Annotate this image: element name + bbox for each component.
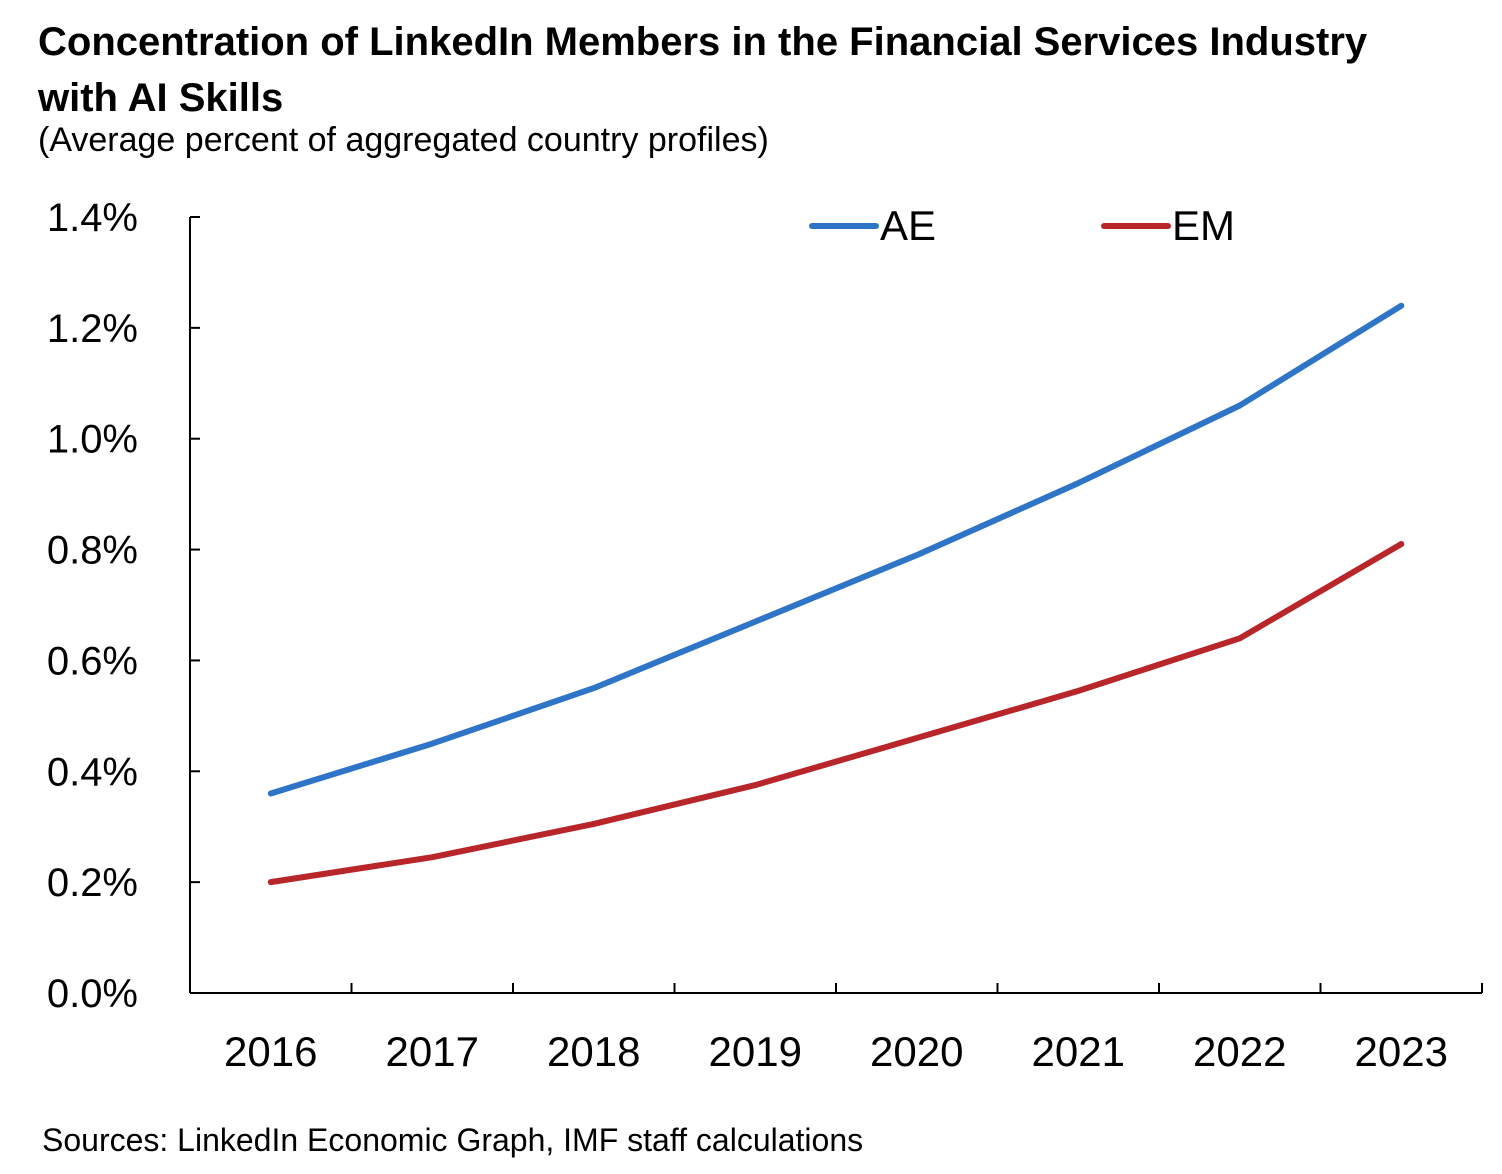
x-tick-label: 2023 (1355, 1028, 1448, 1075)
series-line-ae (267, 302, 1405, 797)
y-tick-label: 0.4% (47, 750, 138, 794)
y-tick-label: 1.0% (47, 418, 138, 462)
source-note: Sources: LinkedIn Economic Graph, IMF st… (42, 1122, 864, 1158)
x-tick-label: 2017 (386, 1028, 479, 1075)
chart-axes: 0.0% 0.2% 0.4% 0.6% 0.8% 1.0% 1.2% 1.4% 2016 2017… (47, 196, 1483, 1075)
chart-legend: AE EM (809, 202, 1235, 249)
chart-subtitle: (Average percent of aggregated country p… (38, 121, 769, 159)
series-line-em (267, 541, 1405, 886)
y-tick-label: 0.8% (47, 529, 138, 573)
x-tick-label: 2022 (1193, 1028, 1286, 1075)
y-tick-label: 1.2% (47, 307, 138, 351)
x-tick-label: 2019 (709, 1028, 802, 1075)
legend-label-em: EM (1172, 202, 1235, 249)
y-tick-label: 0.6% (47, 639, 138, 683)
y-tick-label: 0.2% (47, 861, 138, 905)
chart-series (267, 302, 1405, 886)
x-tick-label: 2016 (224, 1028, 317, 1075)
x-tick-label: 2018 (547, 1028, 640, 1075)
legend-label-ae: AE (880, 202, 936, 249)
y-tick-label: 0.0% (47, 972, 138, 1016)
x-tick-label: 2021 (1032, 1028, 1125, 1075)
chart-title: Concentration of LinkedIn Members in the… (38, 20, 1368, 120)
x-tick-label: 2020 (870, 1028, 963, 1075)
y-tick-label: 1.4% (47, 196, 138, 240)
